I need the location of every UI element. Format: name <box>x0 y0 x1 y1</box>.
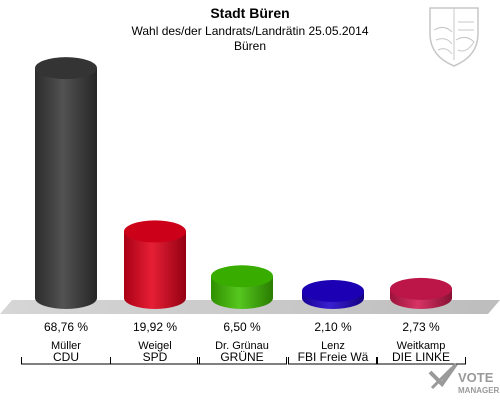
chart-title: Stadt Büren <box>210 5 289 21</box>
chart-subtitle: Wahl des/der Landrats/Landrätin 25.05.20… <box>131 24 368 38</box>
candidate-name-3: Dr. Grünau <box>215 340 269 352</box>
party-name-2: SPD <box>143 350 168 364</box>
candidate-name-5: Weitkamp <box>397 340 446 352</box>
column-bracket-3 <box>197 357 287 365</box>
nrw-coat-of-arms-icon <box>429 7 479 67</box>
candidate-name-4: Lenz <box>321 340 345 352</box>
value-label-4: 2,10 % <box>314 320 352 334</box>
party-name-1: CDU <box>53 350 79 364</box>
party-name-5: DIE LINKE <box>392 350 450 364</box>
bar-1 <box>35 57 97 309</box>
candidate-name-2: Weigel <box>138 340 171 352</box>
value-label-5: 2,73 % <box>402 320 440 334</box>
bar-3 <box>211 265 273 309</box>
watermark-vote: VOTE <box>458 370 494 385</box>
column-bracket-2 <box>110 357 200 365</box>
candidate-name-1: Müller <box>51 340 81 352</box>
party-name-4: FBI Freie Wä <box>298 350 369 364</box>
bar-2 <box>124 220 186 309</box>
watermark-manager: MANAGER <box>458 386 500 395</box>
party-name-3: GRÜNE <box>220 350 263 364</box>
bars-group <box>35 57 452 309</box>
bar-4 <box>302 279 364 309</box>
vote-manager-watermark: VOTE MANAGER <box>428 362 500 395</box>
value-label-1: 68,76 % <box>44 320 88 334</box>
value-label-3: 6,50 % <box>223 320 261 334</box>
bar-5 <box>390 277 452 309</box>
column-bracket-5 <box>376 357 466 365</box>
value-label-2: 19,92 % <box>133 320 177 334</box>
chart-location: Büren <box>234 39 266 53</box>
vote-manager-logo-icon <box>428 362 458 390</box>
column-bracket-4 <box>288 357 378 365</box>
